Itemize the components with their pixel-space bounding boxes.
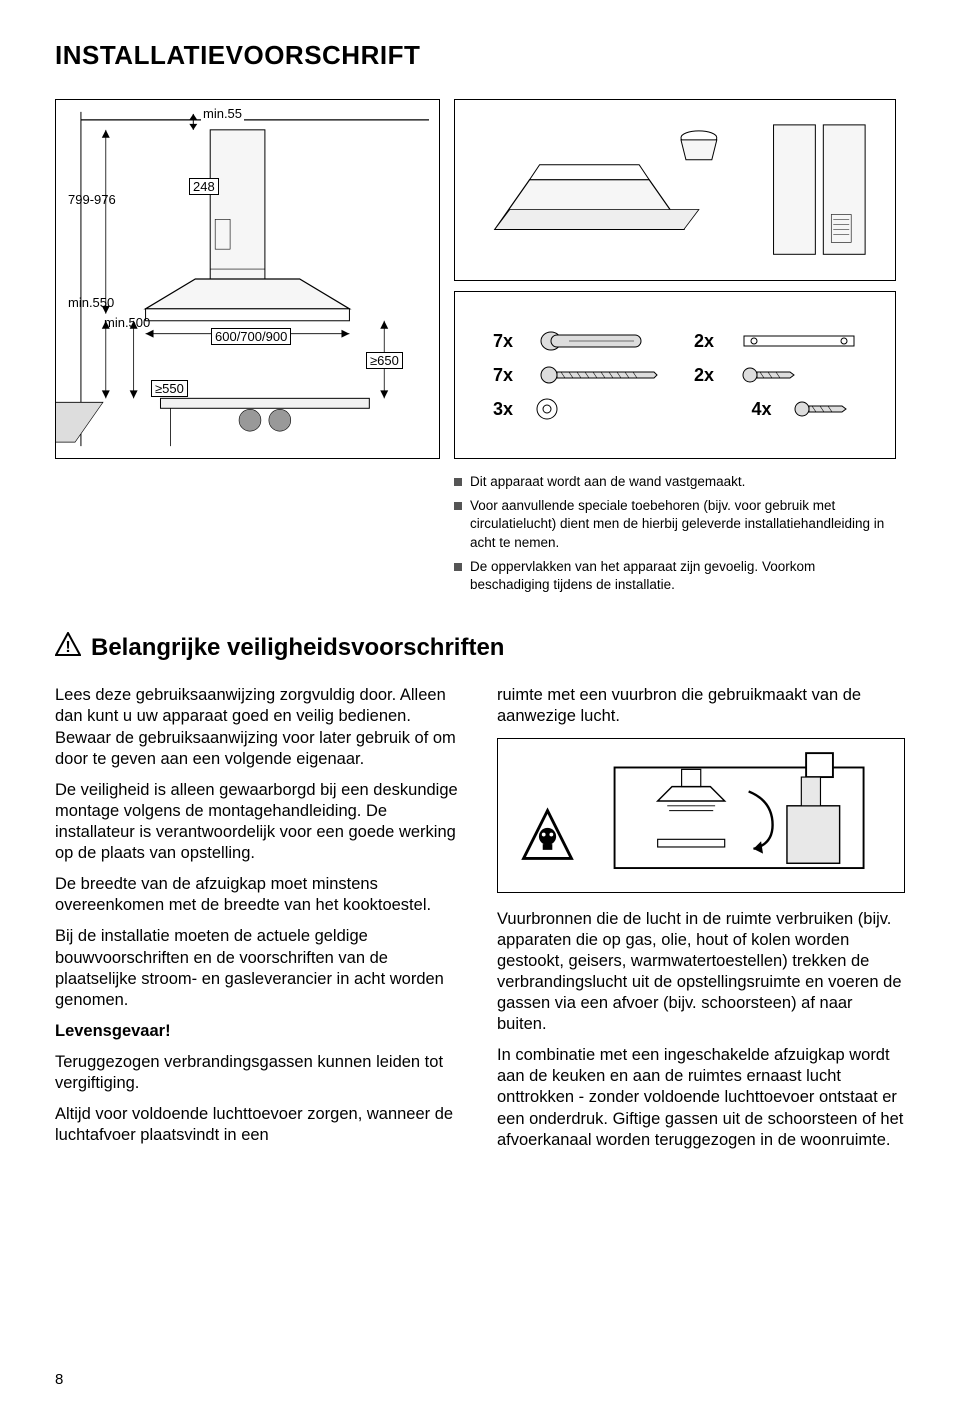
part-qty-2x-b: 2x bbox=[694, 365, 720, 386]
danger-title: Levensgevaar! bbox=[55, 1021, 463, 1042]
part-qty-7x-b: 7x bbox=[493, 365, 519, 386]
page-title: INSTALLATIEVOORSCHRIFT bbox=[55, 40, 905, 71]
bracket-icon bbox=[740, 330, 875, 352]
warning-triangle-icon: ! bbox=[55, 632, 81, 663]
short-screw-icon-b bbox=[792, 398, 875, 420]
note-1: Dit apparaat wordt aan de wand vastgemaa… bbox=[454, 473, 896, 491]
parts-row-1: 7x 2x bbox=[493, 330, 875, 352]
parts-row-2: 7x 2x bbox=[493, 364, 875, 386]
bullet-icon bbox=[454, 478, 462, 486]
right-p3: In combinatie met een ingeschakelde afzu… bbox=[497, 1045, 905, 1151]
safety-heading-text: Belangrijke veiligheidsvoorschriften bbox=[91, 634, 504, 662]
right-p2: Vuurbronnen die de lucht in de ruimte ve… bbox=[497, 909, 905, 1036]
top-diagram-row: min.55 799-976 248 min.550 min.500 600/7… bbox=[55, 99, 905, 459]
left-column: Lees deze gebruiksaanwijzing zorgvuldig … bbox=[55, 685, 463, 1160]
washer-icon bbox=[533, 398, 616, 420]
part-qty-2x-a: 2x bbox=[694, 331, 720, 352]
svg-text:!: ! bbox=[65, 639, 70, 656]
note-text-2: Voor aanvullende speciale toebehoren (bi… bbox=[470, 497, 896, 552]
body-columns: Lees deze gebruiksaanwijzing zorgvuldig … bbox=[55, 685, 905, 1160]
diagram-side-view: min.55 799-976 248 min.550 min.500 600/7… bbox=[55, 99, 440, 459]
part-qty-7x-a: 7x bbox=[493, 331, 519, 352]
side-view-svg bbox=[56, 100, 439, 458]
label-min550: min.550 bbox=[68, 295, 114, 310]
bullet-icon bbox=[454, 502, 462, 510]
part-qty-3x: 3x bbox=[493, 399, 513, 420]
left-p2: De veiligheid is alleen gewaarborgd bij … bbox=[55, 780, 463, 864]
right-p1: ruimte met een vuurbron die gebruikmaakt… bbox=[497, 685, 905, 727]
perspective-svg bbox=[455, 100, 895, 281]
part-qty-4x: 4x bbox=[752, 399, 772, 420]
left-p6: Altijd voor voldoende luchttoevoer zorge… bbox=[55, 1104, 463, 1146]
left-p3: De breedte van de afzuigkap moet minsten… bbox=[55, 874, 463, 916]
note-text-1: Dit apparaat wordt aan de wand vastgemaa… bbox=[470, 473, 745, 491]
label-ge550: ≥550 bbox=[151, 380, 188, 397]
note-3: De oppervlakken van het apparaat zijn ge… bbox=[454, 558, 896, 594]
wall-plug-icon bbox=[539, 330, 674, 352]
note-2: Voor aanvullende speciale toebehoren (bi… bbox=[454, 497, 896, 552]
page-number: 8 bbox=[55, 1371, 63, 1388]
label-248: 248 bbox=[189, 178, 219, 195]
right-diagram-column: 7x 2x 7x 2x 3x bbox=[454, 99, 896, 459]
left-p1: Lees deze gebruiksaanwijzing zorgvuldig … bbox=[55, 685, 463, 769]
short-screw-icon-a bbox=[740, 364, 875, 386]
label-width-options: 600/700/900 bbox=[211, 328, 291, 345]
bullet-icon bbox=[454, 563, 462, 571]
note-text-3: De oppervlakken van het apparaat zijn ge… bbox=[470, 558, 896, 594]
danger-illustration bbox=[497, 738, 905, 893]
parts-row-3: 3x 4x bbox=[493, 398, 875, 420]
right-column: ruimte met een vuurbron die gebruikmaakt… bbox=[497, 685, 905, 1160]
label-range: 799-976 bbox=[68, 192, 116, 207]
left-p4: Bij de installatie moeten de actuele gel… bbox=[55, 926, 463, 1010]
label-min55: min.55 bbox=[201, 106, 244, 121]
danger-illustration-svg bbox=[514, 745, 888, 886]
label-min500: min.500 bbox=[104, 315, 150, 330]
safety-heading: ! Belangrijke veiligheidsvoorschriften bbox=[55, 632, 905, 663]
parts-list-box: 7x 2x 7x 2x 3x bbox=[454, 291, 896, 459]
left-p5: Teruggezogen verbrandingsgassen kunnen l… bbox=[55, 1052, 463, 1094]
notes-block: Dit apparaat wordt aan de wand vastgemaa… bbox=[454, 473, 896, 594]
long-screw-icon bbox=[539, 364, 674, 386]
diagram-perspective-view bbox=[454, 99, 896, 281]
label-ge650: ≥650 bbox=[366, 352, 403, 369]
